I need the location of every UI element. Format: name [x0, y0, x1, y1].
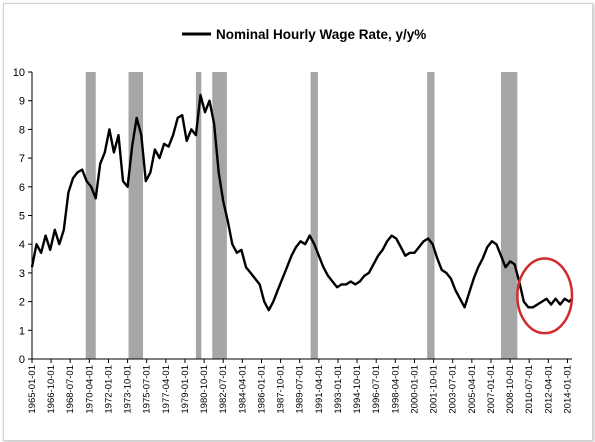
x-tick-label: 1972-01-01: [103, 365, 114, 414]
x-tick-label: 2008-10-01: [505, 365, 516, 414]
x-tick-label: 2005-04-01: [467, 365, 478, 414]
wage-rate-series-line: [30, 93, 573, 312]
x-tick-label: 1994-10-01: [352, 365, 363, 414]
legend-label: Nominal Hourly Wage Rate, y/y%: [216, 27, 426, 42]
y-tick-label: 10: [13, 67, 25, 79]
x-tick-label: 1979-01-01: [180, 365, 191, 414]
x-tick-label: 2003-07-01: [448, 365, 459, 414]
y-tick-label: 7: [19, 153, 25, 165]
x-tick-label: 2007-01-01: [486, 365, 497, 414]
x-tick-label: 1980-10-01: [199, 365, 210, 414]
chart-frame: [3, 3, 593, 441]
x-tick-label: 2010-07-01: [524, 365, 535, 414]
x-tick-label: 1965-01-01: [27, 365, 38, 414]
x-tick-label: 1973-10-01: [123, 365, 134, 414]
y-tick-label: 8: [19, 124, 25, 136]
recession-bar: [85, 72, 96, 359]
recession-bar: [195, 72, 202, 359]
y-tick-label: 1: [19, 325, 25, 337]
x-tick-label: 1975-07-01: [142, 365, 153, 414]
y-tick-label: 9: [19, 96, 25, 108]
recession-bar: [500, 72, 518, 359]
x-tick-label: 2014-01-01: [562, 365, 573, 414]
x-tick-label: 1966-10-01: [46, 365, 57, 414]
x-tick-label: 1998-04-01: [390, 365, 401, 414]
x-tick-label: 1993-01-01: [333, 365, 344, 414]
y-tick-label: 5: [19, 211, 25, 223]
recession-bar: [310, 72, 318, 359]
x-tick-label: 2001-10-01: [429, 365, 440, 414]
x-tick-label: 1968-07-01: [65, 365, 76, 414]
highlight-ellipse: [516, 257, 574, 335]
x-tick-label: 1970-04-01: [84, 365, 95, 414]
x-tick-label: 1982-07-01: [218, 365, 229, 414]
recession-bar: [128, 72, 144, 359]
recession-bar: [212, 72, 227, 359]
x-tick-label: 1986-01-01: [256, 365, 267, 414]
x-tick-label: 1996-07-01: [371, 365, 382, 414]
x-tick-label: 1977-04-01: [161, 365, 172, 414]
x-tick-label: 2000-01-01: [409, 365, 420, 414]
y-tick-label: 6: [19, 182, 25, 194]
y-tick-label: 4: [19, 239, 25, 251]
y-tick-label: 0: [19, 354, 25, 366]
x-tick-label: 1989-07-01: [295, 365, 306, 414]
y-tick-label: 2: [19, 297, 25, 309]
x-tick-label: 2012-04-01: [543, 365, 554, 414]
x-tick-label: 1991-04-01: [314, 365, 325, 414]
y-tick-label: 3: [19, 268, 25, 280]
x-tick-label: 1987-10-01: [276, 365, 287, 414]
recession-bar: [427, 72, 435, 359]
x-tick-label: 1984-04-01: [237, 365, 248, 414]
